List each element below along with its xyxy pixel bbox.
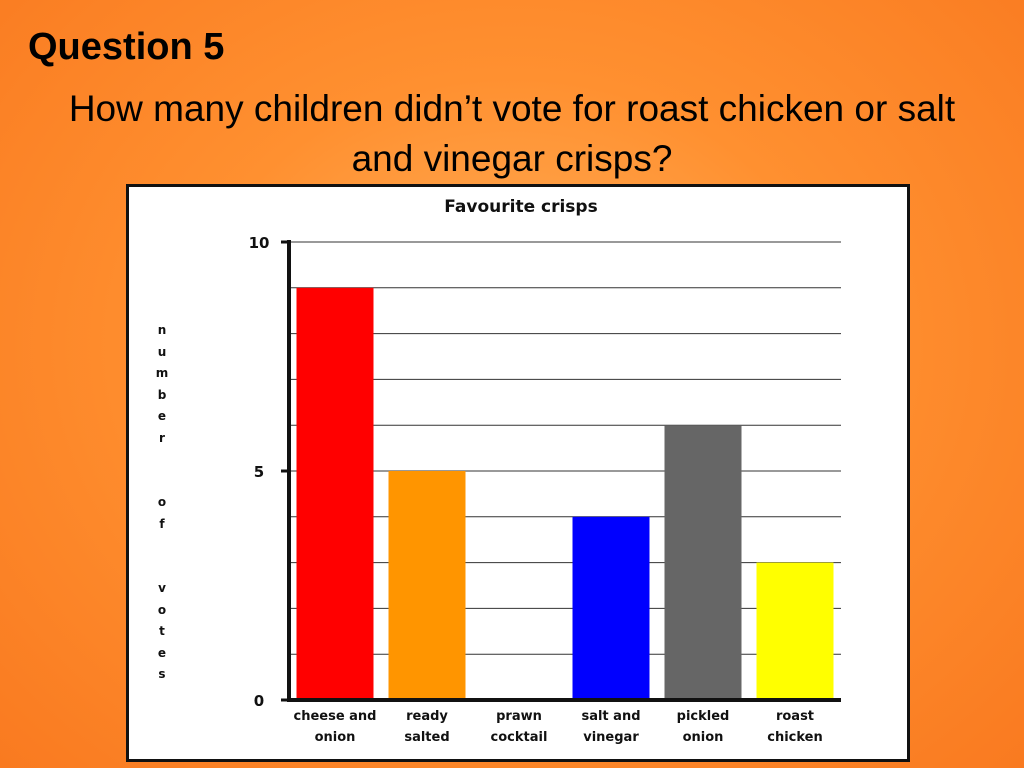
x-tick-label: cocktail [491,730,548,745]
x-tick-label: vinegar [583,730,639,745]
x-tick-label: ready [406,709,448,724]
chart-frame: Favourite crisps n u m b e r o f v o t e… [126,184,910,762]
bar-chart: 0 5 10 cheese and onion ready salted prawn cockt… [249,234,841,745]
bar [664,425,742,700]
bar [388,471,466,700]
y-tick-label: 0 [254,692,264,710]
x-tick-label: pickled [677,709,730,724]
x-tick-label: salt and [581,709,640,724]
y-axis-label: n u m b e r o f v o t e s [155,323,169,681]
question-label: Question 5 [28,26,225,68]
x-tick-label: onion [315,730,356,745]
question-text: How many children didn’t vote for roast … [68,88,956,179]
y-tick-label: 5 [254,463,264,481]
bar [296,287,374,700]
x-tick-label: salted [404,730,449,745]
y-tick-label: 10 [249,234,270,252]
bar [756,562,834,700]
x-tick-label: roast [776,709,814,724]
x-tick-label: onion [683,730,724,745]
chart-title: Favourite crisps [444,197,598,217]
x-tick-label: cheese and [293,709,376,724]
bar [572,516,650,700]
x-tick-label: prawn [496,709,542,724]
x-tick-label: chicken [767,730,823,745]
